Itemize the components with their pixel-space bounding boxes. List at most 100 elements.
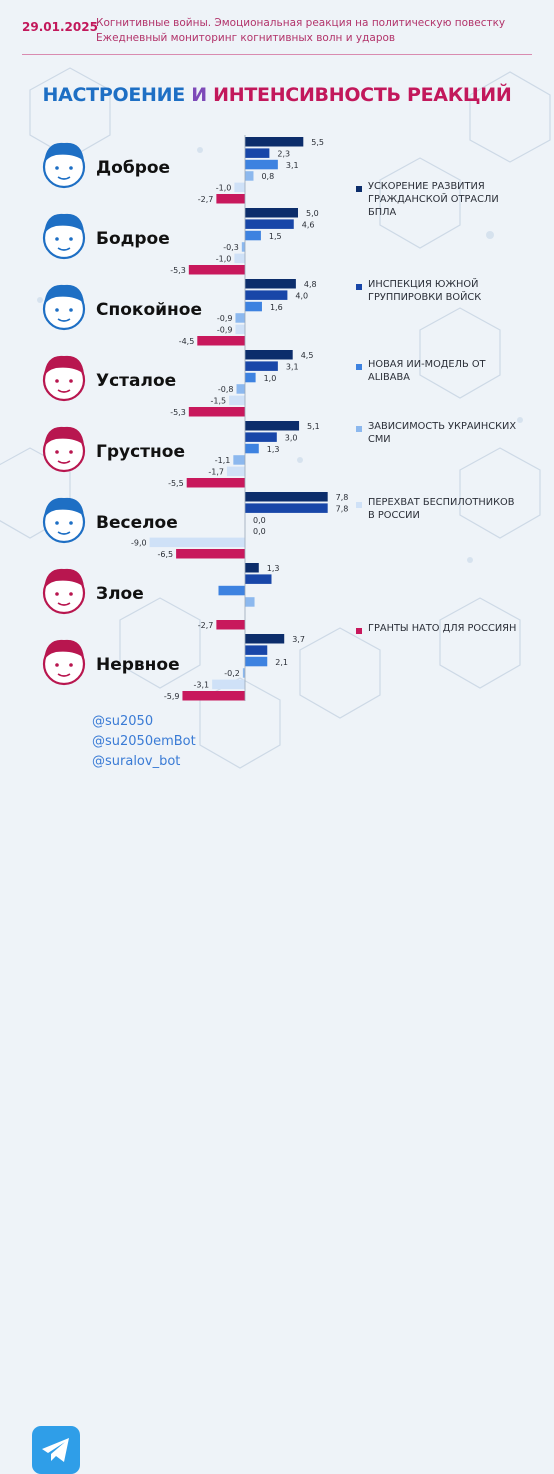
data-label: -1,0: [216, 255, 232, 264]
legend-swatch: [356, 186, 362, 192]
legend-swatch: [356, 364, 362, 370]
data-label: 7,8: [336, 493, 349, 502]
bar: [197, 336, 245, 346]
bar: [227, 467, 245, 477]
category-label: Нервное: [96, 655, 180, 675]
category-label: Грустное: [96, 442, 185, 462]
legend-swatch: [356, 628, 362, 634]
bar: [229, 396, 245, 406]
data-label: 7,8: [336, 504, 349, 513]
bar: [150, 538, 245, 548]
bar: [189, 265, 245, 275]
data-label: 5,1: [307, 422, 320, 431]
data-label: -1,5: [210, 397, 226, 406]
face-icon: [44, 640, 84, 684]
bar: [245, 302, 262, 312]
face-icon: [44, 143, 84, 187]
category-label: Усталое: [96, 371, 176, 391]
data-label: -2,7: [198, 621, 214, 630]
bar: [245, 492, 328, 502]
bar: [245, 350, 293, 360]
bar: [219, 586, 246, 596]
bar: [245, 160, 278, 170]
legend-swatch: [356, 502, 362, 508]
legend-swatch: [356, 284, 362, 290]
data-label: 0,8: [261, 172, 274, 181]
data-label: 4,8: [304, 280, 317, 289]
data-label: 1,3: [267, 445, 280, 454]
bar: [245, 432, 277, 442]
category-label: Бодрое: [96, 229, 170, 249]
data-label: -5,3: [170, 266, 186, 275]
data-label: -1,0: [216, 184, 232, 193]
legend-label: ЗАВИСИМОСТЬ УКРАИНСКИХ СМИ: [368, 420, 518, 446]
category-label: Доброе: [96, 158, 170, 178]
legend-label: ПЕРЕХВАТ БЕСПИЛОТНИКОВ В РОССИИ: [368, 496, 518, 522]
legend-label: УСКОРЕНИЕ РАЗВИТИЯ ГРАЖДАНСКОЙ ОТРАСЛИ Б…: [368, 180, 518, 219]
bar: [245, 208, 298, 218]
handle-3[interactable]: @suralov_bot: [92, 754, 180, 769]
data-label: 5,0: [306, 209, 319, 218]
data-label: -2,7: [198, 195, 214, 204]
data-label: 3,1: [286, 161, 299, 170]
face-icon: [44, 356, 84, 400]
data-label: 3,0: [285, 433, 298, 442]
data-label: 3,7: [292, 635, 305, 644]
handle-1[interactable]: @su2050: [92, 714, 153, 729]
bar: [245, 574, 272, 584]
bar: [245, 503, 328, 513]
legend-label: ГРАНТЫ НАТО ДЛЯ РОССИЯН: [368, 622, 518, 635]
bar: [176, 549, 245, 559]
data-label: 4,6: [302, 220, 315, 229]
bar: [234, 254, 245, 264]
bar: [245, 373, 256, 383]
bar: [245, 231, 261, 241]
data-label: -1,1: [215, 456, 231, 465]
bar: [245, 645, 267, 655]
telegram-icon: [32, 1426, 80, 1474]
data-label: -0,9: [217, 314, 233, 323]
data-label: -9,0: [131, 539, 147, 548]
handle-2[interactable]: @su2050emBot: [92, 734, 196, 749]
bar: [189, 407, 245, 417]
bar: [242, 242, 245, 252]
bar: [212, 680, 245, 690]
data-label: -4,5: [179, 337, 195, 346]
bar: [216, 194, 245, 204]
face-icon: [44, 569, 84, 613]
bar: [237, 384, 245, 394]
face-icon: [44, 498, 84, 542]
data-label: -0,9: [217, 326, 233, 335]
bar-chart: Доброе5,52,33,10,8-1,0-2,7Бодрое5,04,61,…: [0, 0, 554, 800]
bar: [216, 620, 245, 630]
bar: [245, 421, 299, 431]
data-label: 1,3: [267, 564, 280, 573]
data-label: -3,1: [194, 681, 210, 690]
category-label: Спокойное: [96, 300, 202, 320]
data-label: 1,5: [269, 232, 282, 241]
data-label: -5,5: [168, 479, 184, 488]
data-label: -1,7: [208, 468, 224, 477]
data-label: 5,5: [311, 138, 324, 147]
face-icon: [44, 285, 84, 329]
bar: [245, 171, 253, 181]
data-label: 0,0: [253, 527, 266, 536]
legend-swatch: [356, 426, 362, 432]
legend-label: ИНСПЕКЦИЯ ЮЖНОЙ ГРУППИРОВКИ ВОЙСК: [368, 278, 518, 304]
bar: [234, 183, 245, 193]
data-label: 1,0: [264, 374, 277, 383]
bar: [245, 657, 267, 667]
data-label: 0,0: [253, 516, 266, 525]
legend-label: НОВАЯ ИИ-МОДЕЛЬ ОТ ALIBABA: [368, 358, 518, 384]
face-icon: [44, 214, 84, 258]
bar: [245, 597, 255, 607]
data-label: 2,3: [277, 149, 290, 158]
bar: [245, 361, 278, 371]
face-icon: [44, 427, 84, 471]
bar: [235, 313, 245, 323]
data-label: -0,2: [224, 669, 240, 678]
data-label: 4,5: [301, 351, 314, 360]
data-label: -5,3: [170, 408, 186, 417]
data-label: 4,0: [295, 291, 308, 300]
data-label: -0,8: [218, 385, 234, 394]
